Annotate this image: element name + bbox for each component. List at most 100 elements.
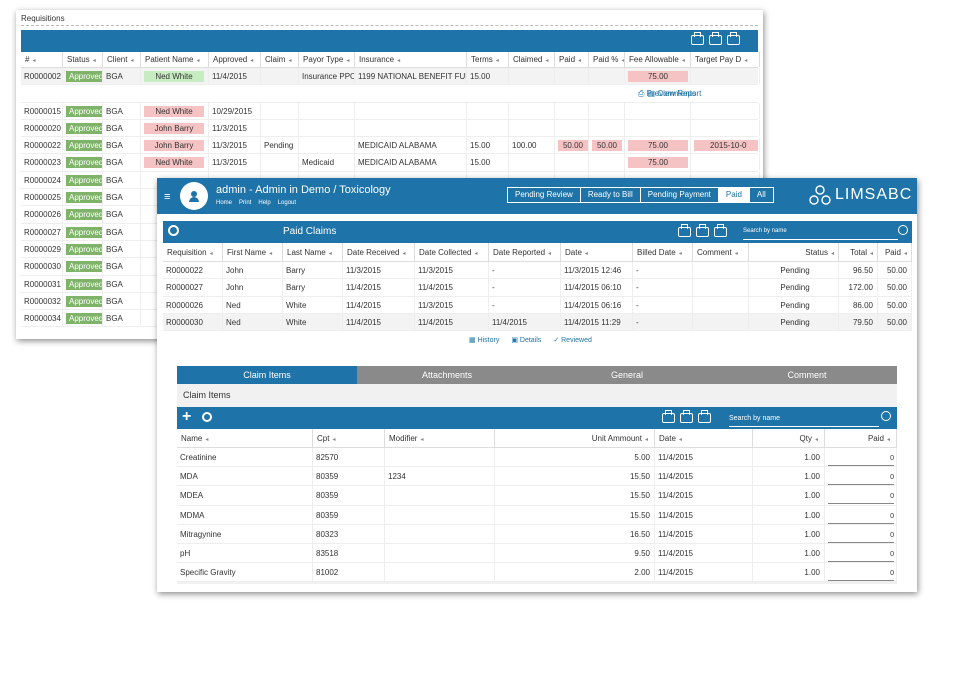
column-header[interactable]: Unit Ammount ◂ xyxy=(495,429,655,447)
search-icon[interactable] xyxy=(881,411,891,421)
column-header[interactable]: Requisition ◂ xyxy=(163,243,223,261)
export-icon[interactable] xyxy=(709,32,722,45)
table-row[interactable]: R0000030 Ned White 11/4/2015 11/4/2015 11/4/2… xyxy=(163,313,912,332)
column-header[interactable]: Date Reported ◂ xyxy=(489,243,561,261)
column-header[interactable]: Comment ◂ xyxy=(693,243,749,261)
sort-arrow-icon[interactable]: ◂ xyxy=(474,251,478,257)
table-row[interactable]: R0000022 Approved BGA John Barry 11/3/2015 Pe… xyxy=(21,137,760,155)
paid-claims-search[interactable]: Search by name xyxy=(743,228,898,240)
header-link-logout[interactable]: Logout xyxy=(277,200,297,206)
tab-all[interactable]: All xyxy=(748,187,774,203)
column-header[interactable]: Client ◂ xyxy=(103,52,141,67)
sort-arrow-icon[interactable]: ◂ xyxy=(196,58,200,64)
sort-arrow-icon[interactable]: ◂ xyxy=(495,58,499,64)
table-row[interactable]: MDMA 80359 15.50 11/4/2015 1.00 0 xyxy=(177,505,897,525)
sort-arrow-icon[interactable]: ◂ xyxy=(681,58,685,64)
table-row[interactable]: R0000020 Approved BGA John Barry 11/3/2015 xyxy=(21,119,760,138)
column-header[interactable]: First Name ◂ xyxy=(223,243,283,261)
column-header[interactable]: Target Pay D ◂ xyxy=(691,52,760,67)
header-link-home[interactable]: Home xyxy=(216,200,233,206)
history-link[interactable]: ▦ History xyxy=(469,337,500,344)
column-header[interactable]: Qty ◂ xyxy=(753,429,825,447)
paid-input[interactable]: 0 xyxy=(828,548,894,562)
tab-claim-items[interactable]: Claim Items xyxy=(177,366,357,384)
sort-arrow-icon[interactable]: ◂ xyxy=(269,251,273,257)
tab-attachments[interactable]: Attachments xyxy=(357,366,537,384)
print-all-icon[interactable] xyxy=(727,32,740,45)
column-header[interactable]: Paid ◂ xyxy=(555,52,589,67)
column-header[interactable]: Date Collected ◂ xyxy=(415,243,489,261)
sort-arrow-icon[interactable]: ◂ xyxy=(869,251,873,257)
column-header[interactable]: Terms ◂ xyxy=(467,52,509,67)
sort-arrow-icon[interactable]: ◂ xyxy=(32,58,36,64)
sort-arrow-icon[interactable]: ◂ xyxy=(903,251,907,257)
column-header[interactable]: Date ◂ xyxy=(561,243,633,261)
sort-arrow-icon[interactable]: ◂ xyxy=(678,251,682,257)
table-row[interactable]: MDEA 80359 15.50 11/4/2015 1.00 0 xyxy=(177,486,897,506)
column-header[interactable]: Patient Name ◂ xyxy=(141,52,209,67)
table-row[interactable]: Specific Gravity 81002 2.00 11/4/2015 1.00 0 xyxy=(177,563,897,583)
export-icon[interactable] xyxy=(696,224,709,237)
sort-arrow-icon[interactable]: ◂ xyxy=(545,58,549,64)
sort-arrow-icon[interactable]: ◂ xyxy=(814,437,818,443)
column-header[interactable]: Status ◂ xyxy=(63,52,103,67)
sort-arrow-icon[interactable]: ◂ xyxy=(678,437,682,443)
paid-input[interactable]: 0 xyxy=(828,452,894,466)
export-icon[interactable] xyxy=(680,410,693,423)
table-row[interactable]: R0000023 Approved BGA Ned White 11/3/2015 Med… xyxy=(21,154,760,172)
print-icon[interactable] xyxy=(678,224,691,237)
column-header[interactable]: Cpt ◂ xyxy=(313,429,385,447)
print-icon[interactable] xyxy=(662,410,675,423)
search-icon[interactable] xyxy=(202,412,212,422)
table-row[interactable]: R0000002 Approved BGA Ned White 11/4/2015 Ins… xyxy=(21,68,760,86)
column-header[interactable]: Modifier ◂ xyxy=(385,429,495,447)
column-header[interactable]: Payor Type ◂ xyxy=(299,52,355,67)
table-row[interactable]: R0000022 John Barry 11/3/2015 11/3/2015-11/3… xyxy=(163,262,912,280)
table-row[interactable]: Mitragynine 80323 16.50 11/4/2015 1.00 0 xyxy=(177,524,897,544)
table-row[interactable]: MDA 80359 1234 15.50 11/4/2015 1.00 0 xyxy=(177,467,897,487)
tab-comment[interactable]: Comment xyxy=(717,366,897,384)
column-header[interactable]: Date Received ◂ xyxy=(343,243,415,261)
table-row[interactable]: R0000026 Ned White 11/4/2015 11/3/2015-11/4/… xyxy=(163,296,912,314)
comments-link[interactable]: ▤ Comments xyxy=(647,89,696,99)
column-header[interactable]: Insurance ◂ xyxy=(355,52,467,67)
sort-arrow-icon[interactable]: ◂ xyxy=(578,58,582,64)
column-header[interactable]: Status ◂ xyxy=(749,243,839,261)
header-link-print[interactable]: Print xyxy=(239,200,252,206)
column-header[interactable]: Claim ◂ xyxy=(261,52,299,67)
sort-arrow-icon[interactable]: ◂ xyxy=(886,437,890,443)
column-header[interactable]: Fee Allowable ◂ xyxy=(625,52,691,67)
tab-ready-to-bill[interactable]: Ready to Bill xyxy=(579,187,641,203)
column-header[interactable]: Last Name ◂ xyxy=(283,243,343,261)
tab-paid[interactable]: Paid xyxy=(717,187,750,203)
sort-arrow-icon[interactable]: ◂ xyxy=(92,58,96,64)
search-icon[interactable] xyxy=(168,225,179,236)
sort-arrow-icon[interactable]: ◂ xyxy=(250,58,254,64)
menu-icon[interactable]: ≡ xyxy=(164,191,171,203)
paid-input[interactable]: 0 xyxy=(828,529,894,543)
column-header[interactable]: Paid ◂ xyxy=(825,429,897,447)
print-all-icon[interactable] xyxy=(714,224,727,237)
paid-input[interactable]: 0 xyxy=(828,510,894,524)
column-header[interactable]: Total ◂ xyxy=(839,243,878,261)
tab-pending-payment[interactable]: Pending Payment xyxy=(639,187,719,203)
paid-input[interactable]: 0 xyxy=(828,567,894,582)
print-icon[interactable] xyxy=(691,32,704,45)
sort-arrow-icon[interactable]: ◂ xyxy=(644,437,648,443)
sort-arrow-icon[interactable]: ◂ xyxy=(209,251,213,257)
table-row[interactable]: R0000027 John Barry 11/4/2015 11/4/2015-11/4… xyxy=(163,279,912,297)
column-header[interactable]: # ◂ xyxy=(21,52,63,67)
claim-items-search[interactable]: Search by name xyxy=(729,415,879,427)
column-header[interactable]: Paid ◂ xyxy=(878,243,912,261)
column-header[interactable]: Approved ◂ xyxy=(209,52,261,67)
tab-pending-review[interactable]: Pending Review xyxy=(507,187,581,203)
table-row[interactable]: pH 83518 9.50 11/4/2015 1.00 0 xyxy=(177,543,897,564)
search-icon[interactable] xyxy=(898,225,908,235)
sort-arrow-icon[interactable]: ◂ xyxy=(328,251,332,257)
column-header[interactable]: Paid % ◂ xyxy=(589,52,625,67)
paid-input[interactable]: 0 xyxy=(828,471,894,486)
sort-arrow-icon[interactable]: ◂ xyxy=(548,251,552,257)
sort-arrow-icon[interactable]: ◂ xyxy=(288,58,292,64)
sort-arrow-icon[interactable]: ◂ xyxy=(744,58,748,64)
avatar[interactable] xyxy=(180,182,208,210)
